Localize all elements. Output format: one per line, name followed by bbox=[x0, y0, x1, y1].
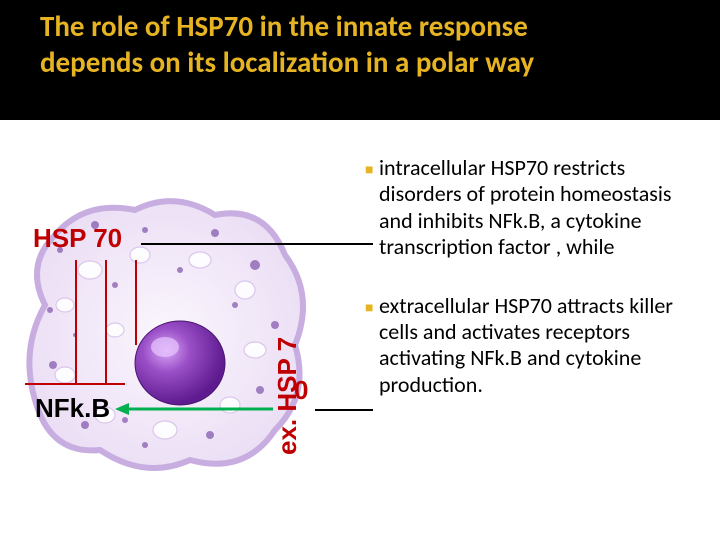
label-ex-zero: 0 bbox=[294, 375, 308, 406]
title-line1: The role of HSP70 in the innate response bbox=[40, 8, 680, 44]
bullet-item: ■ extracellular HSP70 attracts killer ce… bbox=[365, 293, 705, 399]
red-line bbox=[105, 260, 107, 383]
cell-nucleus bbox=[135, 321, 225, 405]
bullet-text: intracellular HSP70 restricts disorders … bbox=[379, 155, 705, 261]
leader-line bbox=[315, 409, 373, 411]
label-nfkb: NFk.B bbox=[35, 393, 110, 424]
green-arrow-icon bbox=[113, 399, 283, 419]
title-line2: depends on its localization in a polar w… bbox=[40, 44, 680, 80]
bullet-item: ■ intracellular HSP70 restricts disorder… bbox=[365, 155, 705, 261]
bullet-marker-icon: ■ bbox=[365, 293, 379, 399]
slide-title: The role of HSP70 in the innate response… bbox=[40, 8, 680, 81]
red-line bbox=[25, 383, 125, 385]
label-hsp70: HSP 70 bbox=[33, 223, 122, 254]
bullet-list: ■ intracellular HSP70 restricts disorder… bbox=[365, 155, 705, 430]
red-line bbox=[135, 260, 137, 345]
bullet-text: extracellular HSP70 attracts killer cell… bbox=[379, 293, 705, 399]
nucleus-highlight bbox=[151, 337, 179, 357]
cell-diagram: HSP 70 NFk.B ex. HSP 7 0 bbox=[5, 175, 325, 485]
leader-line bbox=[141, 243, 373, 245]
red-line bbox=[75, 260, 77, 383]
bullet-marker-icon: ■ bbox=[365, 155, 379, 261]
